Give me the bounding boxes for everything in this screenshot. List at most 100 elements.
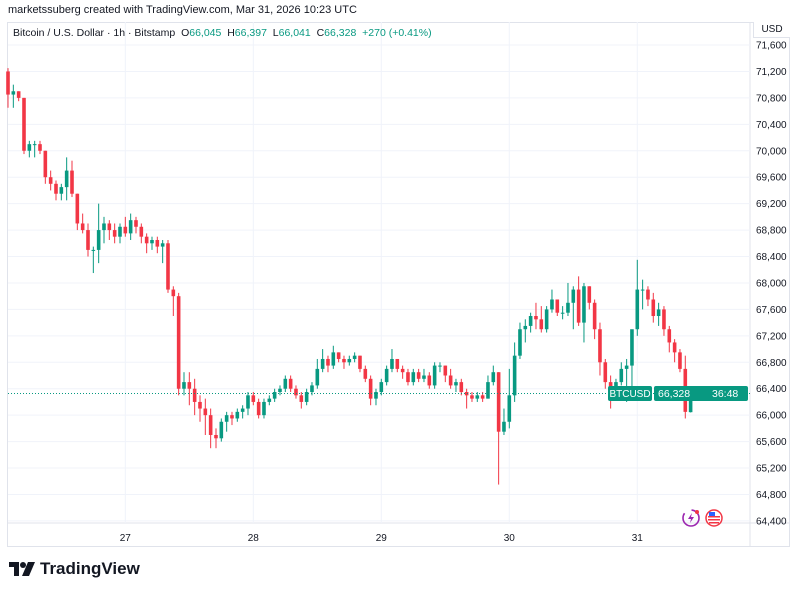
candle-body [496, 372, 501, 432]
ohlc-legend: Bitcoin / U.S. Dollar · 1h · Bitstamp O6… [13, 27, 432, 39]
candle [555, 299, 560, 317]
candle [38, 140, 42, 155]
candle [214, 428, 218, 449]
candle [16, 91, 21, 102]
candle [262, 398, 266, 419]
x-tick-label: 27 [120, 533, 132, 544]
price-label: BTCUSD 66,328 36:48 [608, 385, 748, 401]
candle [22, 97, 26, 155]
candle [566, 282, 570, 317]
candle-body [112, 230, 117, 237]
candle [352, 352, 357, 363]
candle [496, 372, 501, 485]
candle [603, 358, 608, 389]
currency-selector[interactable]: USD [753, 22, 790, 38]
candle [475, 392, 480, 402]
candle-body [176, 296, 181, 389]
candle [667, 325, 672, 353]
candle [102, 216, 106, 244]
tradingview-logo[interactable]: TradingView [9, 559, 140, 579]
candle-body [678, 352, 682, 369]
candle-body [432, 365, 437, 386]
change-value: +270 (+0.41%) [362, 27, 432, 39]
candle-body [230, 415, 234, 419]
candle-body [251, 395, 256, 402]
candle-body [107, 223, 112, 231]
candle [518, 322, 522, 359]
candle [43, 150, 48, 184]
candle [123, 216, 128, 237]
candle-body [582, 286, 586, 323]
candle [166, 239, 170, 293]
candle [400, 365, 405, 379]
candle-body [470, 395, 474, 399]
candle-body [571, 289, 576, 303]
high-value: 66,397 [234, 27, 267, 39]
candle-body [566, 302, 570, 313]
high-label: H [227, 27, 235, 39]
candle-body [187, 382, 192, 389]
candle-body [672, 342, 677, 353]
x-tick-label: 29 [376, 533, 388, 544]
candle [507, 368, 512, 429]
candle-body [395, 358, 400, 369]
candle-body [43, 150, 48, 178]
candle [134, 216, 138, 234]
candle-body [507, 395, 512, 422]
y-tick-label: 64,400 [756, 516, 787, 527]
candle [118, 223, 122, 244]
candle [384, 365, 389, 386]
candle-body [198, 401, 202, 409]
candle-body [486, 382, 490, 399]
candle-body [203, 408, 208, 416]
candle-body [534, 316, 538, 320]
candle [448, 368, 453, 389]
candle [368, 375, 373, 406]
y-tick-label: 68,800 [756, 226, 787, 237]
candle-body [368, 378, 373, 399]
candle [11, 84, 16, 108]
candle-body [294, 388, 298, 396]
candle-body [299, 395, 304, 402]
candle [112, 223, 117, 244]
candle-body [272, 392, 277, 399]
symbol-title[interactable]: Bitcoin / U.S. Dollar · 1h · Bitstamp [13, 27, 176, 39]
candle [523, 319, 528, 343]
candle [91, 246, 96, 274]
y-tick-label: 68,000 [756, 278, 787, 289]
candle [246, 392, 250, 416]
candle [176, 292, 181, 396]
candle [288, 375, 293, 393]
candle-body [144, 236, 149, 244]
candle [454, 378, 458, 393]
candle [443, 365, 448, 383]
candle-body [603, 362, 608, 383]
candle-body [539, 319, 544, 330]
candle [203, 398, 208, 435]
us-flag-icon[interactable] [705, 509, 723, 527]
candle [512, 342, 517, 402]
candle-body [32, 144, 37, 146]
chart-frame [7, 22, 790, 547]
candle [576, 276, 581, 326]
candle [502, 408, 506, 435]
bar-countdown: 36:48 [712, 388, 738, 400]
candle [139, 223, 144, 244]
candle [219, 418, 224, 442]
candle [299, 392, 304, 409]
y-tick-label: 67,600 [756, 305, 787, 316]
candle-body [96, 230, 101, 250]
candle-body [262, 401, 266, 416]
candle [192, 378, 197, 416]
candle-body [342, 358, 346, 363]
candle-body [480, 395, 485, 399]
y-tick-label: 64,800 [756, 490, 787, 501]
candle-body [208, 415, 213, 435]
lightning-icon[interactable] [682, 509, 700, 527]
close-value: 66,328 [324, 27, 357, 39]
candle-body [16, 91, 21, 98]
candle [240, 405, 245, 419]
candle [155, 236, 160, 254]
candle-body [576, 289, 581, 323]
